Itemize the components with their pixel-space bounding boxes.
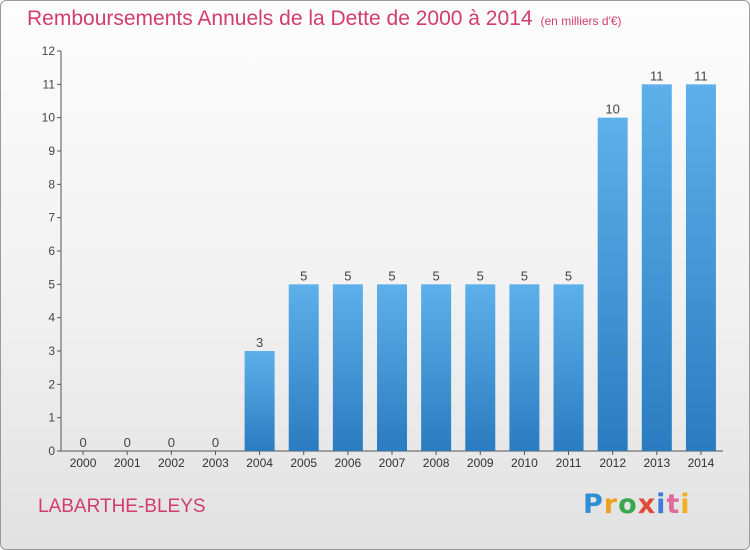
bar-2008	[421, 284, 452, 451]
bar-value-label: 5	[388, 268, 395, 283]
bar-value-label: 5	[477, 268, 484, 283]
logo-letter: i	[656, 489, 667, 520]
x-tick-label: 2001	[114, 456, 141, 470]
y-tick-label: 3	[48, 344, 55, 358]
y-tick-label: 7	[48, 211, 55, 225]
y-tick-label: 4	[48, 311, 55, 325]
y-tick-label: 6	[48, 244, 55, 258]
logo-letter: r	[603, 489, 619, 520]
y-tick-label: 0	[48, 444, 55, 458]
x-tick-label: 2011	[556, 456, 582, 470]
x-tick-label: 2008	[423, 456, 450, 470]
bar-2012	[597, 117, 628, 452]
x-tick-label: 2000	[70, 456, 97, 470]
logo-letter: x	[637, 489, 657, 520]
bar-2004	[244, 351, 275, 451]
y-tick-label: 2	[48, 377, 55, 391]
logo-letter: P	[583, 489, 604, 520]
y-tick-label: 1	[48, 411, 55, 425]
bar-2009	[465, 284, 496, 451]
bar-2007	[377, 284, 407, 451]
bar-2006	[332, 284, 363, 451]
bar-value-label: 0	[79, 435, 86, 450]
y-tick-label: 5	[48, 277, 55, 291]
bar-value-label: 10	[605, 102, 619, 117]
bar-2010	[509, 284, 540, 451]
bar-2011	[553, 284, 584, 451]
chart-title-text: Remboursements Annuels de la Dette de 20…	[27, 7, 533, 30]
x-tick-label: 2007	[379, 456, 406, 470]
chart-subtitle: (en milliers d'€)	[540, 14, 622, 28]
bar-value-label: 5	[300, 268, 307, 283]
bar-value-label: 5	[344, 268, 351, 283]
bar-value-label: 0	[168, 435, 175, 450]
bar-2014	[685, 84, 716, 451]
bar-value-label: 0	[212, 435, 219, 450]
x-tick-label: 2006	[335, 456, 362, 470]
bar-value-label: 3	[256, 335, 263, 350]
y-tick-label: 10	[42, 111, 56, 125]
bar-value-label: 0	[124, 435, 131, 450]
y-tick-label: 11	[43, 77, 56, 91]
chart-title: Remboursements Annuels de la Dette de 20…	[27, 7, 622, 31]
x-tick-label: 2010	[511, 456, 538, 470]
logo-letter: o	[618, 489, 638, 520]
x-tick-label: 2005	[290, 456, 317, 470]
x-tick-label: 2013	[643, 456, 670, 470]
logo-letter: i	[680, 489, 691, 520]
x-tick-label: 2003	[202, 456, 229, 470]
bar-value-label: 5	[565, 268, 572, 283]
y-tick-label: 8	[48, 177, 55, 191]
bar-value-label: 5	[433, 268, 440, 283]
x-tick-label: 2012	[599, 456, 626, 470]
y-tick-label: 12	[42, 44, 56, 58]
logo-letter: t	[666, 489, 681, 520]
bar-value-label: 5	[521, 268, 528, 283]
x-tick-label: 2004	[246, 456, 273, 470]
bar-2005	[288, 284, 319, 451]
bar-value-label: 11	[694, 68, 708, 83]
x-tick-label: 2002	[158, 456, 185, 470]
bar-value-label: 11	[650, 68, 664, 83]
proxiti-logo: Proxiti	[583, 489, 691, 520]
bar-2013	[641, 84, 672, 451]
x-tick-label: 2014	[688, 456, 715, 470]
y-tick-label: 9	[48, 144, 55, 158]
x-tick-label: 2009	[467, 456, 494, 470]
commune-name: LABARTHE-BLEYS	[38, 496, 206, 517]
